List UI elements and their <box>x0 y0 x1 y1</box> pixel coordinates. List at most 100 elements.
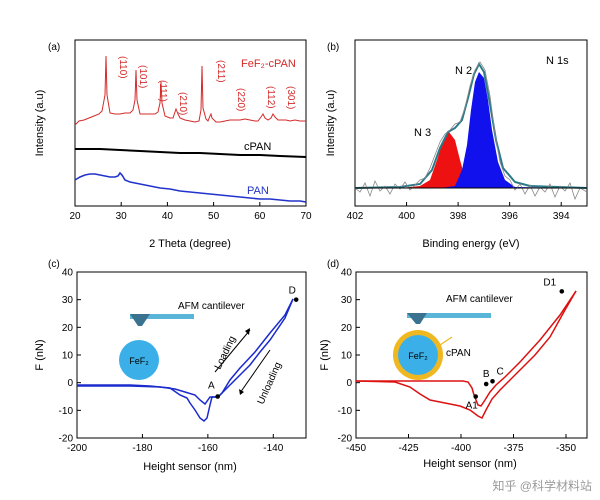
legend-fef2-cpan: FeF₂-cPAN <box>241 58 296 70</box>
data-point-a <box>215 394 220 399</box>
afm-cantilever-d <box>407 313 491 318</box>
x-tick-label: 394 <box>553 211 570 222</box>
watermark: 知乎 @科学材料站 <box>492 478 592 493</box>
y-tick-label: -20 <box>59 434 74 445</box>
x-tick-label: -160 <box>198 443 218 454</box>
y-tick-label: 20 <box>341 323 353 334</box>
fef2-particle-d <box>398 335 438 375</box>
y-tick-label: 40 <box>62 268 74 279</box>
plot-frame-a <box>74 39 307 207</box>
x-tick-label: 70 <box>300 211 312 222</box>
panel-label-c: (c) <box>48 259 60 270</box>
legend-pan: PAN <box>247 185 269 197</box>
raw-spectrum <box>354 61 588 201</box>
label-n2: N 2 <box>455 65 472 77</box>
xlabel-c: Height sensor (nm) <box>143 461 237 473</box>
loading-arrowhead <box>245 328 250 335</box>
legend-cpan: cPAN <box>244 141 271 153</box>
x-tick-label: -200 <box>67 443 87 454</box>
afm-tip-d <box>407 313 427 324</box>
curve-d-approach <box>356 290 577 407</box>
point-label-c: C <box>497 366 504 377</box>
label-afm-cantilever-c: AFM cantilever <box>178 301 245 312</box>
y-tick-label: 0 <box>346 378 352 389</box>
peak-label-220: (220) <box>235 88 246 111</box>
x-tick-label: 20 <box>69 211 81 222</box>
x-ticks-d: -450 -425 -400 -375 -350 <box>346 434 576 454</box>
y-tick-label: 0 <box>67 378 73 389</box>
label-fef2-d: FeF₂ <box>408 351 428 361</box>
plot-frame-c <box>76 271 307 439</box>
x-tick-label: 398 <box>450 211 467 222</box>
y-tick-label: 30 <box>62 295 74 306</box>
panel-label-b: (b) <box>327 42 339 53</box>
peak-label-101: (101) <box>137 65 148 88</box>
unloading-arrowhead <box>239 389 244 395</box>
peak-labels: (110) (101) (111) (210) (211) (220) (112… <box>117 56 296 115</box>
points-c: AD <box>208 286 299 399</box>
x-tick-label: -400 <box>451 443 471 454</box>
point-label-a: A <box>208 381 215 392</box>
x-tick-label: -180 <box>132 443 152 454</box>
point-label-b: B <box>483 369 490 380</box>
x-tick-label: -375 <box>503 443 523 454</box>
afm-tip-c <box>130 314 150 326</box>
peak-label-301: (301) <box>285 86 296 109</box>
panel-a: (a) (110) (101) (111) (210) (211) (220) … <box>34 39 312 250</box>
ylabel-c: F (nN) <box>34 339 46 370</box>
x-tick-label: -425 <box>398 443 418 454</box>
y-ticks-c: 40 30 20 10 0 -10 -20 <box>59 268 81 445</box>
y-tick-label: -10 <box>59 406 74 417</box>
x-tick-label: 30 <box>116 211 128 222</box>
data-point-c <box>490 378 495 384</box>
panel-c: (c) FeF₂ AFM cantilever Loading Unloadin… <box>34 259 307 473</box>
data-point-d1 <box>559 289 565 294</box>
point-label-a1: A1 <box>466 401 479 412</box>
series-line-pan <box>74 171 307 203</box>
curve-c-retract <box>77 298 294 406</box>
x-ticks-a: 20 30 40 50 60 70 <box>69 202 312 222</box>
data-point-d <box>293 297 299 302</box>
series-line-fef2-cpan <box>74 55 306 126</box>
series-line-cpan <box>75 148 307 158</box>
peak-label-210: (210) <box>177 92 188 115</box>
peak-label-112: (112) <box>265 86 276 109</box>
label-n3: N 3 <box>414 127 431 139</box>
loading-arrow <box>214 329 251 373</box>
label-fef2-c: FeF₂ <box>129 356 149 366</box>
label-unloading: Unloading <box>256 361 284 407</box>
panel-label-a: (a) <box>48 42 60 53</box>
x-tick-label: -140 <box>263 443 283 454</box>
curve-d-retract <box>355 290 577 420</box>
panel-d: (d) FeF₂ cPAN AFM cantilever A1 B C D1 F (n… <box>319 259 588 470</box>
title-n1s: N 1s <box>546 55 569 67</box>
label-afm-cantilever-d: AFM cantilever <box>446 294 513 305</box>
label-cpan-d: cPAN <box>446 348 471 359</box>
label-loading: Loading <box>213 335 238 372</box>
x-tick-label: 402 <box>347 211 364 222</box>
fef2-particle-c <box>119 340 159 380</box>
peak-label-111: (111) <box>157 80 168 102</box>
xlabel-d: Height sensor (nm) <box>423 458 517 470</box>
y-tick-label: -10 <box>338 406 353 417</box>
peak-label-110: (110) <box>117 56 128 79</box>
x-tick-label: 396 <box>501 211 518 222</box>
ylabel-d: F (nN) <box>319 339 331 370</box>
x-tick-label: 50 <box>208 211 220 222</box>
y-tick-label: 10 <box>62 351 74 362</box>
envelope-fit <box>354 61 588 189</box>
point-label-d: D <box>289 286 296 297</box>
ylabel-a: Intensity (a.u) <box>34 90 46 157</box>
x-tick-label: 60 <box>254 211 266 222</box>
data-point-a1 <box>473 394 479 399</box>
y-tick-label: 10 <box>341 351 353 362</box>
xlabel-a: 2 Theta (degree) <box>149 238 231 250</box>
peak-fill-n2 <box>355 72 587 188</box>
x-ticks-b: 402 400 398 396 394 <box>347 202 570 222</box>
panel-b: (b) N 3 N 2 N 1s Intensity (a.u) Binding… <box>325 39 588 250</box>
unloading-arrow <box>239 349 271 394</box>
x-tick-label: -350 <box>556 443 576 454</box>
plot-frame-b <box>354 39 588 207</box>
data-point-b <box>483 381 489 387</box>
